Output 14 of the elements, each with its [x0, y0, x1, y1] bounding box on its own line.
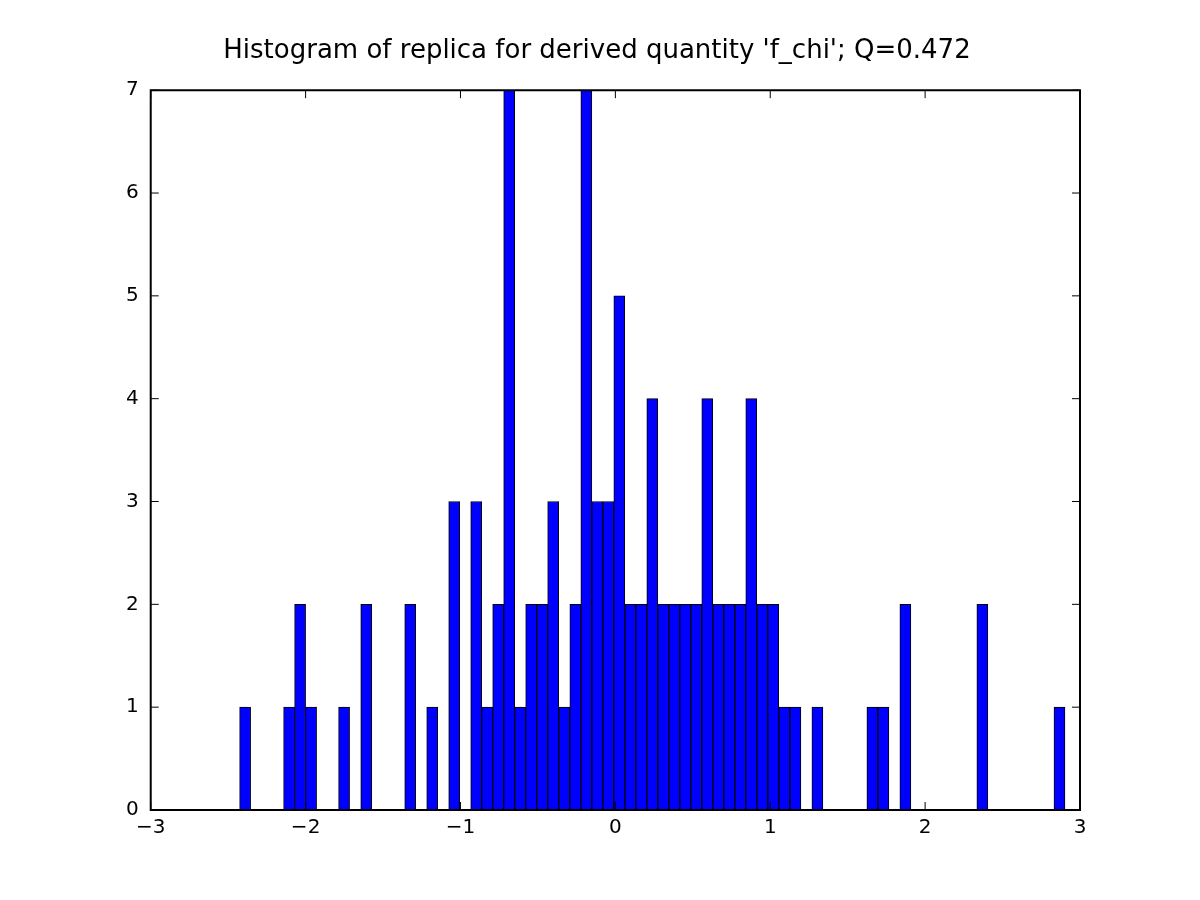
x-tick-label: 3 [1073, 814, 1087, 839]
x-tick-label: 1 [763, 814, 777, 839]
chart-title: Histogram of replica for derived quantity 'f_chi'; Q=0.472 [223, 34, 971, 65]
y-tick-label: 4 [125, 384, 139, 409]
y-tick-label: 6 [125, 179, 139, 204]
y-tick-label: 5 [125, 282, 139, 307]
x-tick-label: −2 [290, 814, 321, 839]
x-tick-label: 0 [609, 814, 622, 839]
y-tick-label: 2 [125, 590, 139, 615]
x-tick-label: 2 [918, 814, 932, 839]
x-tick-label: −1 [445, 814, 476, 839]
y-tick-label: 3 [125, 487, 139, 512]
y-tick-label: 1 [125, 693, 139, 718]
y-tick-label: 7 [125, 76, 139, 101]
